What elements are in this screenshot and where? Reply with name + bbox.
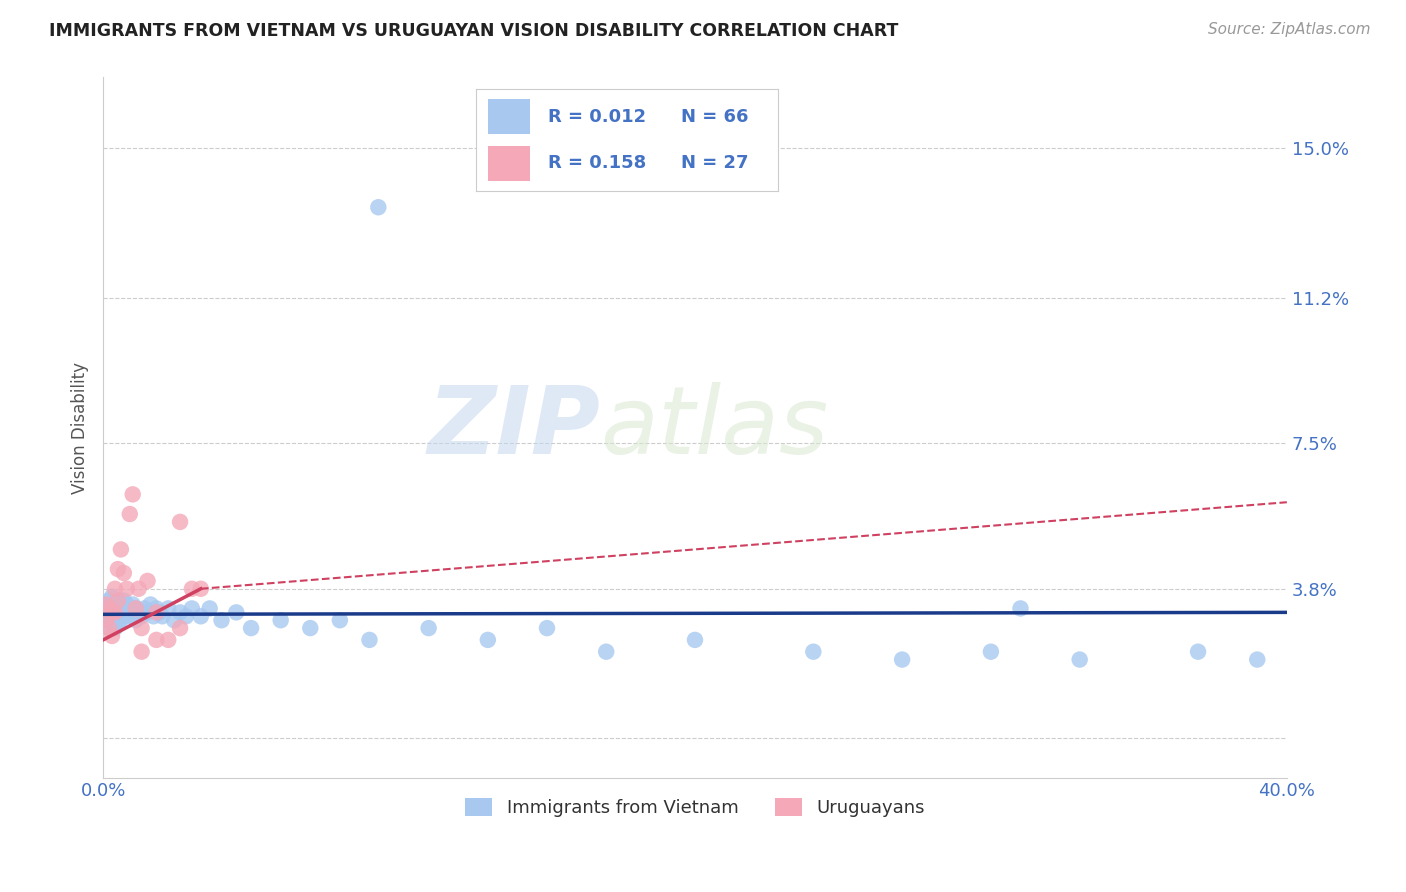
Point: [131, 609, 153, 624]
Point: [94, 598, 117, 612]
Point: [107, 562, 129, 576]
Point: [107, 601, 129, 615]
Point: [121, 487, 143, 501]
Text: atlas: atlas: [600, 382, 828, 473]
Point: [101, 613, 124, 627]
Point: [157, 601, 180, 615]
Point: [101, 590, 124, 604]
Point: [121, 606, 143, 620]
Point: [104, 582, 127, 596]
Point: [101, 598, 124, 612]
Point: [98, 606, 121, 620]
Point: [101, 606, 124, 620]
Point: [110, 606, 132, 620]
Point: [110, 542, 132, 557]
Point: [198, 601, 221, 615]
Point: [94, 613, 117, 627]
Point: [104, 621, 127, 635]
Point: [145, 601, 167, 615]
Point: [145, 606, 167, 620]
Point: [418, 621, 440, 635]
Point: [121, 598, 143, 612]
Point: [1010, 601, 1032, 615]
Point: [225, 606, 247, 620]
Point: [131, 645, 153, 659]
Point: [125, 613, 148, 627]
Point: [1069, 652, 1091, 666]
Point: [104, 601, 127, 615]
Y-axis label: Vision Disability: Vision Disability: [72, 361, 89, 493]
Point: [98, 621, 121, 635]
Point: [115, 598, 138, 612]
Point: [125, 601, 148, 615]
Point: [128, 606, 150, 620]
Point: [367, 200, 389, 214]
Point: [148, 606, 170, 620]
Point: [211, 613, 233, 627]
Point: [115, 606, 138, 620]
Point: [118, 601, 141, 615]
Point: [112, 601, 135, 615]
Point: [98, 593, 121, 607]
Point: [980, 645, 1002, 659]
Point: [136, 574, 159, 588]
Point: [180, 582, 202, 596]
Text: ZIP: ZIP: [427, 382, 600, 474]
Point: [94, 601, 117, 615]
Point: [134, 601, 156, 615]
Point: [174, 609, 197, 624]
Point: [110, 613, 132, 627]
Point: [169, 621, 191, 635]
Point: [240, 621, 263, 635]
Point: [98, 601, 121, 615]
Point: [142, 609, 165, 624]
Text: IMMIGRANTS FROM VIETNAM VS URUGUAYAN VISION DISABILITY CORRELATION CHART: IMMIGRANTS FROM VIETNAM VS URUGUAYAN VIS…: [49, 22, 898, 40]
Point: [112, 609, 135, 624]
Point: [536, 621, 558, 635]
Point: [299, 621, 322, 635]
Point: [359, 632, 381, 647]
Point: [118, 609, 141, 624]
Point: [107, 593, 129, 607]
Point: [104, 606, 127, 620]
Point: [190, 582, 212, 596]
Point: [891, 652, 914, 666]
Point: [94, 613, 117, 627]
Point: [150, 609, 173, 624]
Point: [101, 629, 124, 643]
Point: [112, 593, 135, 607]
Point: [107, 593, 129, 607]
Point: [145, 632, 167, 647]
Point: [163, 613, 186, 627]
Point: [180, 601, 202, 615]
Text: Source: ZipAtlas.com: Source: ZipAtlas.com: [1208, 22, 1371, 37]
Point: [329, 613, 352, 627]
Point: [169, 606, 191, 620]
Point: [136, 606, 159, 620]
Point: [270, 613, 292, 627]
Point: [801, 645, 824, 659]
Point: [595, 645, 617, 659]
Point: [107, 609, 129, 624]
Point: [157, 632, 180, 647]
Point: [128, 582, 150, 596]
Point: [169, 515, 191, 529]
Point: [190, 609, 212, 624]
Legend: Immigrants from Vietnam, Uruguayans: Immigrants from Vietnam, Uruguayans: [458, 790, 932, 824]
Point: [1246, 652, 1268, 666]
Point: [98, 621, 121, 635]
Point: [125, 601, 148, 615]
Point: [118, 507, 141, 521]
Point: [683, 632, 706, 647]
Point: [104, 609, 127, 624]
Point: [115, 582, 138, 596]
Point: [131, 621, 153, 635]
Point: [139, 598, 162, 612]
Point: [1187, 645, 1209, 659]
Point: [477, 632, 499, 647]
Point: [101, 606, 124, 620]
Point: [112, 566, 135, 580]
Point: [110, 598, 132, 612]
Point: [107, 617, 129, 632]
